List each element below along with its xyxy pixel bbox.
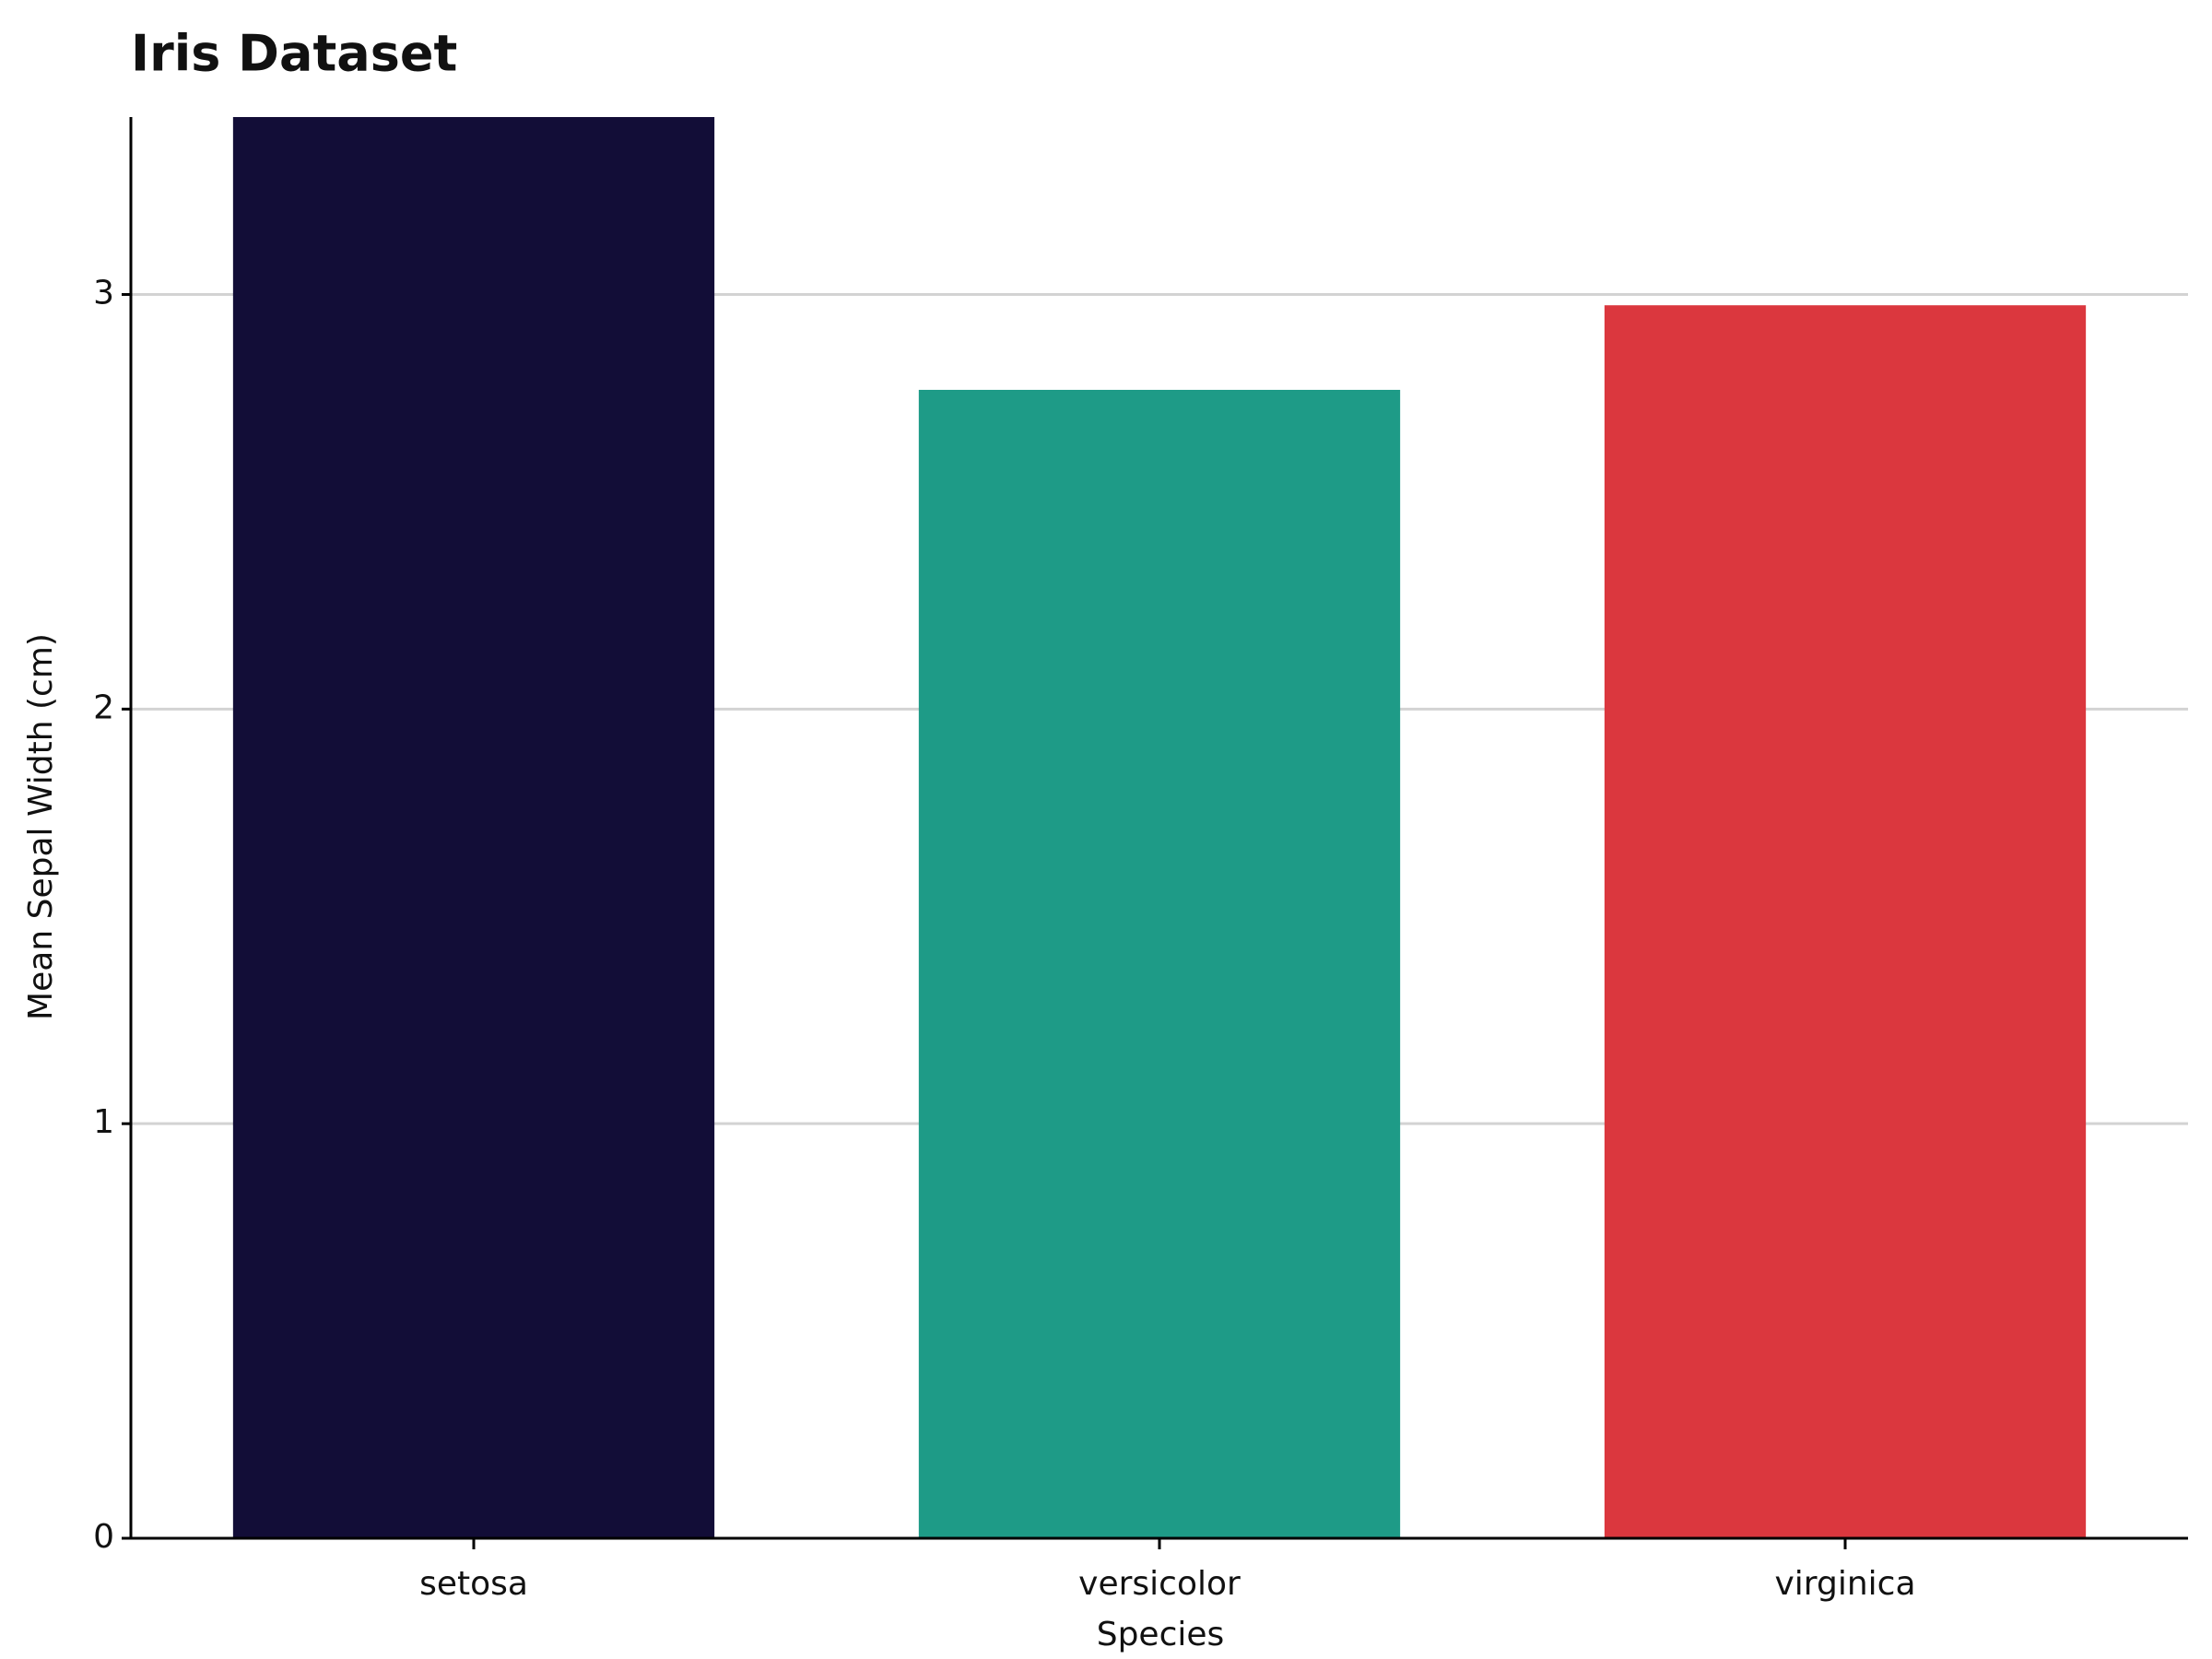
bar: [232, 117, 715, 1538]
bar: [1604, 305, 2087, 1538]
x-tick-label: versicolor: [1078, 1565, 1241, 1603]
x-tick-label: setosa: [419, 1565, 528, 1603]
y-tick-label: 1: [93, 1103, 114, 1141]
bar: [918, 389, 1401, 1538]
x-tick-label: virginica: [1775, 1565, 1916, 1603]
x-axis-title: Species: [1097, 1616, 1225, 1653]
chart-title: Iris Dataset: [131, 25, 457, 83]
y-axis-title: Mean Sepal Width (cm): [22, 633, 60, 1020]
y-tick-label: 2: [93, 688, 114, 726]
y-tick-label: 3: [93, 275, 114, 312]
y-tick-label: 0: [93, 1518, 114, 1556]
